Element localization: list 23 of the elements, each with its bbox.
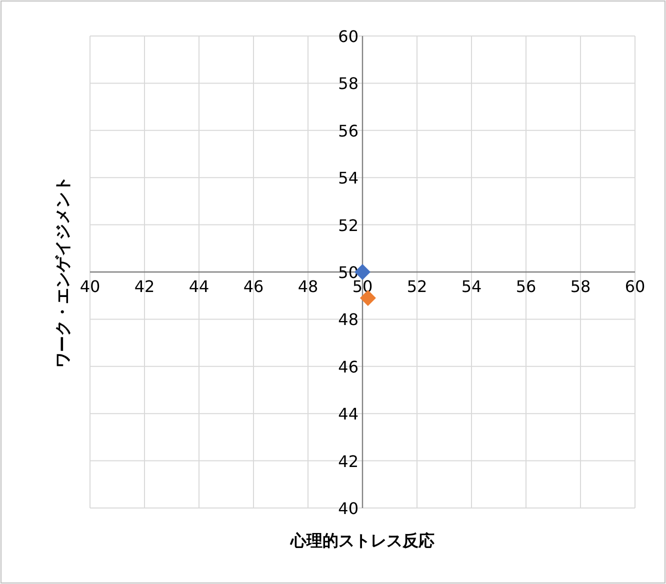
x-axis-title: 心理的ストレス反応	[290, 531, 434, 550]
y-axis-title: ワーク・エンゲイジメント	[53, 176, 72, 368]
y-tick-label: 42	[338, 452, 358, 471]
x-tick-label: 50	[352, 277, 373, 296]
y-tick-label: 44	[338, 404, 358, 424]
x-tick-label: 52	[406, 277, 428, 296]
x-tick-label: 54	[461, 277, 482, 296]
x-tick-label: 60	[624, 277, 646, 296]
y-tick-label: 56	[338, 121, 358, 140]
x-tick-label: 40	[80, 277, 100, 296]
y-tick-label: 60	[338, 27, 358, 46]
y-tick-label: 54	[338, 168, 358, 188]
y-tick-label: 48	[338, 310, 358, 330]
y-tick-label: 58	[338, 74, 358, 94]
x-tick-label: 58	[570, 277, 591, 296]
y-tick-label: 52	[338, 216, 358, 235]
x-tick-label: 46	[243, 277, 264, 296]
y-tick-label: 46	[338, 357, 358, 376]
x-tick-label: 44	[188, 277, 210, 296]
x-tick-label: 42	[134, 277, 155, 296]
x-tick-label: 56	[516, 277, 536, 296]
x-tick-label: 48	[298, 277, 318, 296]
y-tick-label: 40	[338, 499, 358, 518]
